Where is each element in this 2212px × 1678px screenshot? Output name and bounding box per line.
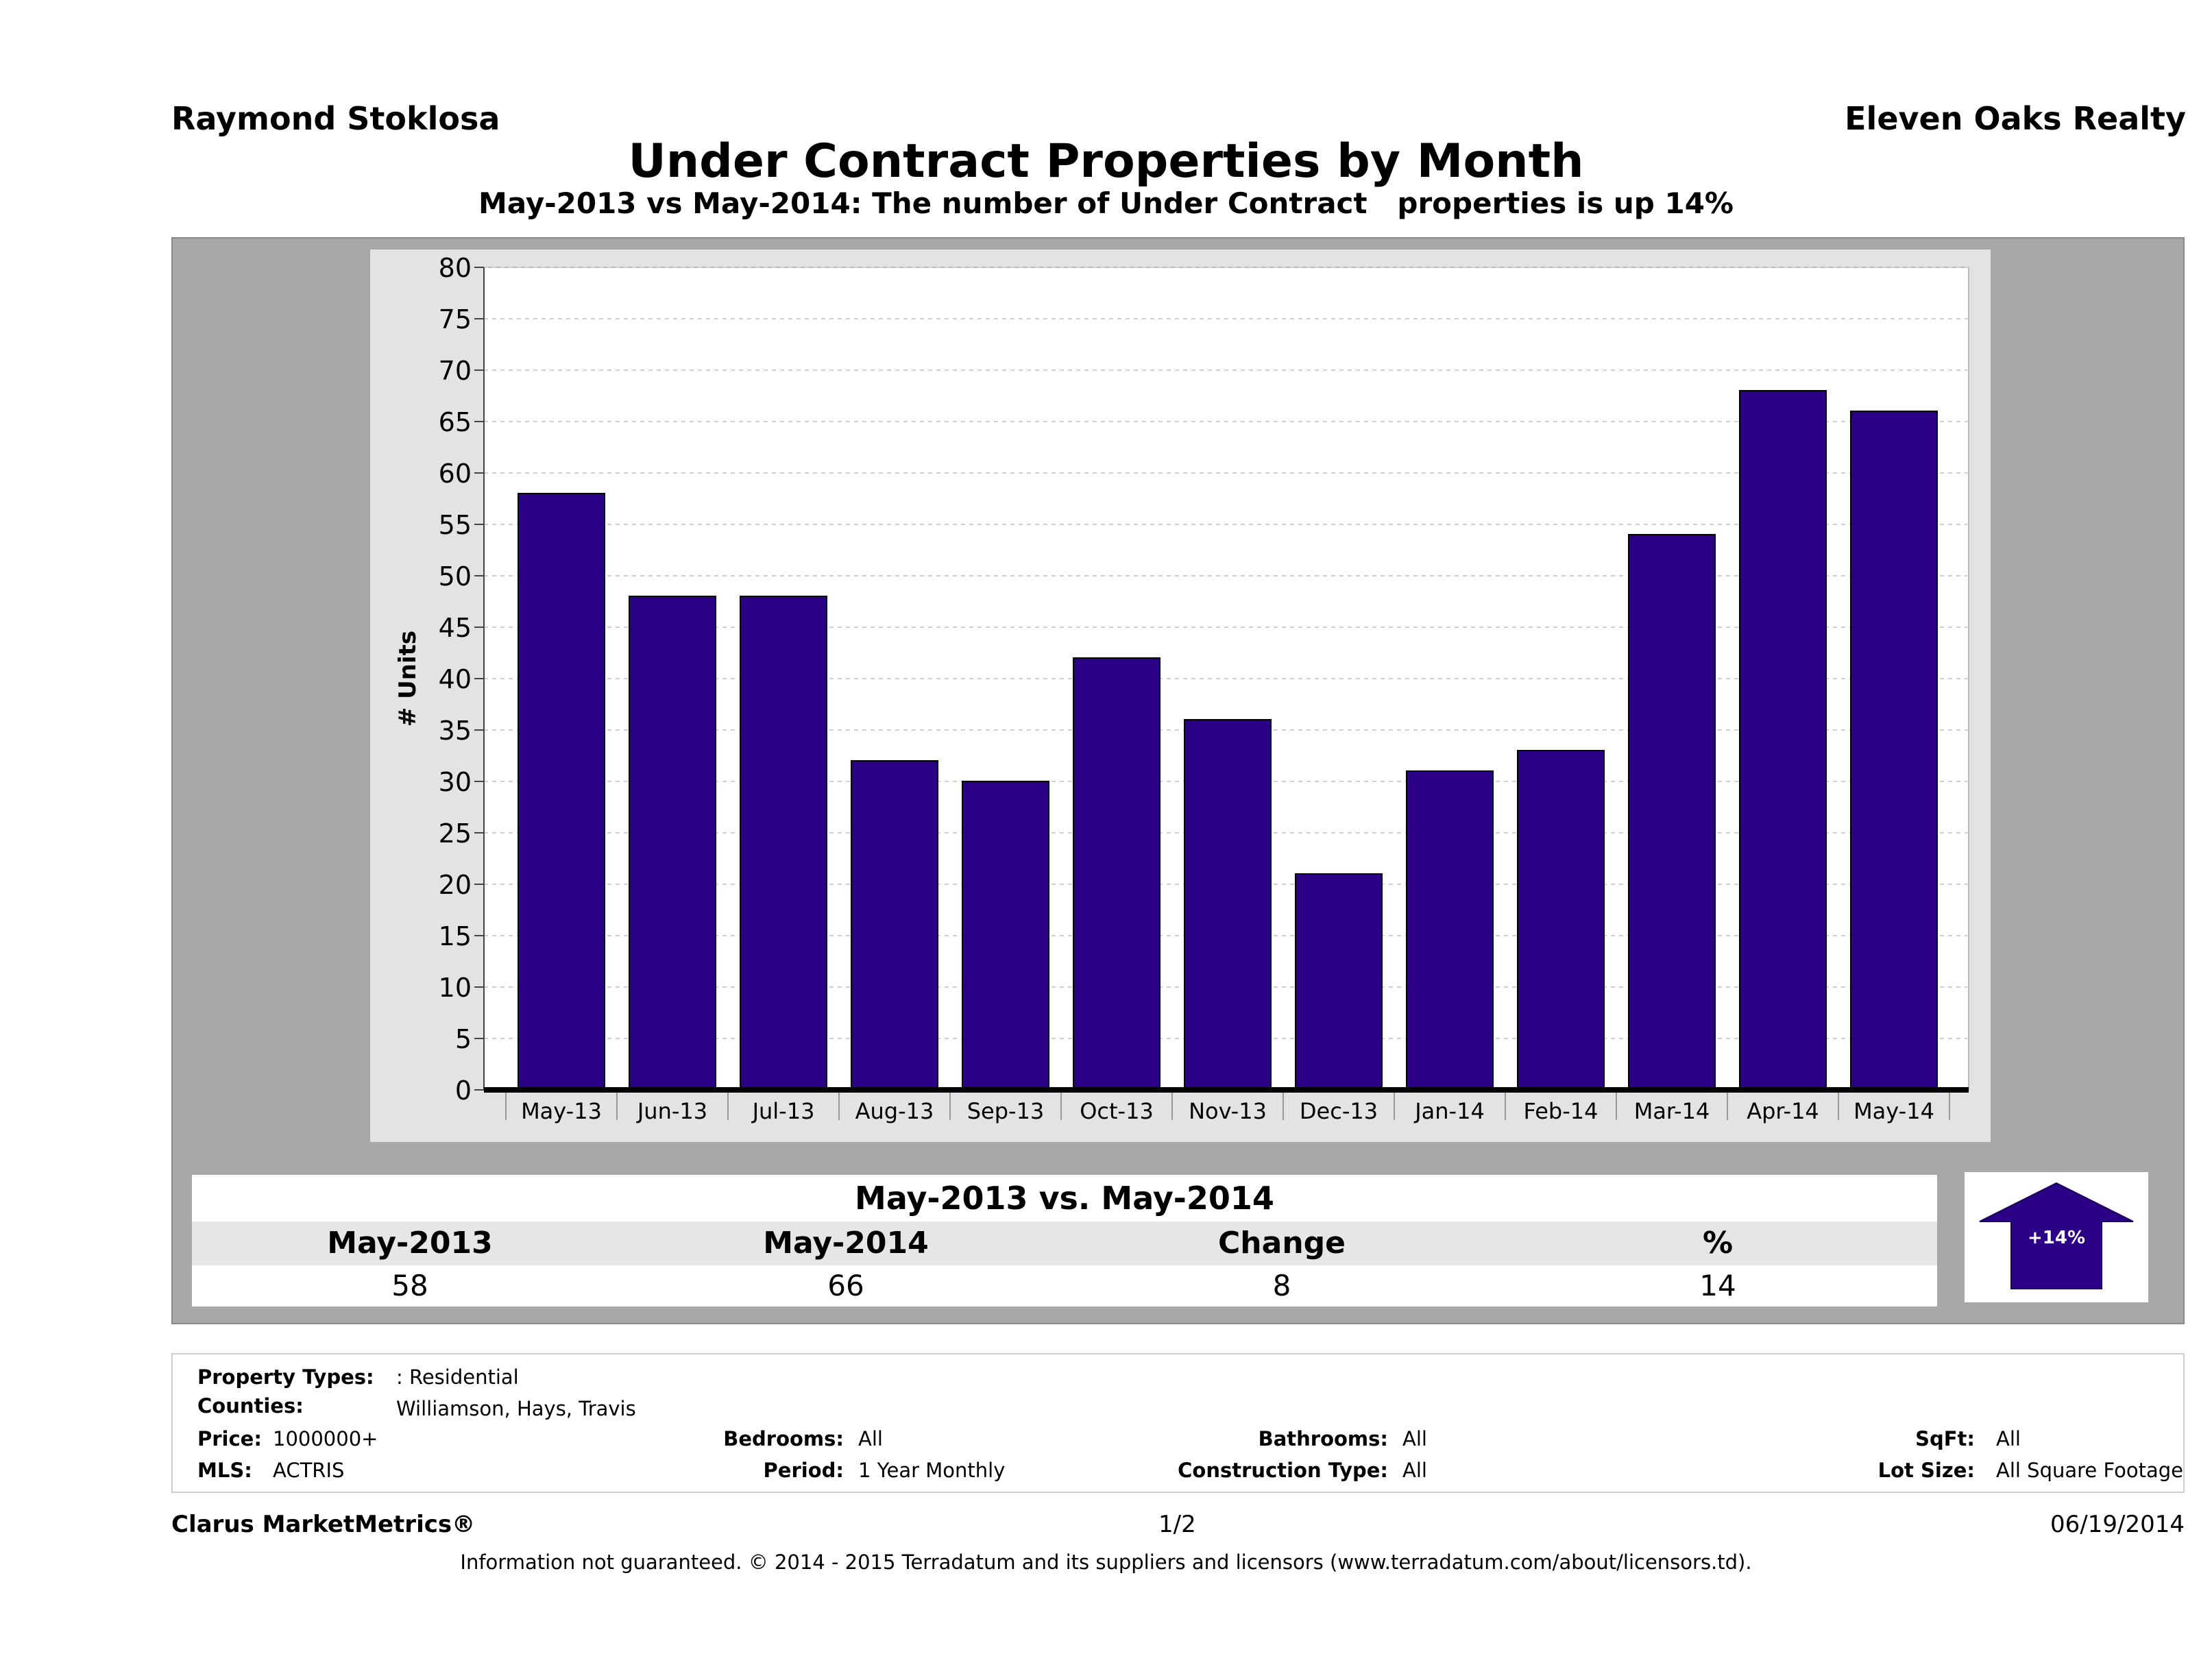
footer-date: 06/19/2014 — [2050, 1511, 2185, 1538]
bedrooms-label: Bedrooms: — [723, 1427, 844, 1450]
chart-subtitle: May-2013 vs May-2014: The number of Unde… — [478, 186, 1734, 220]
summary-value-change: 8 — [1272, 1269, 1291, 1302]
x-tick-label: May-13 — [521, 1098, 602, 1124]
footer-disclaimer: Information not guaranteed. © 2014 - 201… — [460, 1551, 1752, 1574]
x-tick-label: Jul-13 — [751, 1098, 815, 1124]
x-tick-label: May-14 — [1854, 1098, 1934, 1124]
x-tick-label: Dec-13 — [1300, 1098, 1378, 1124]
y-tick-label: 45 — [439, 613, 472, 643]
period-value: 1 Year Monthly — [858, 1459, 1006, 1482]
y-tick-label: 30 — [439, 767, 472, 797]
summary-value-row: 58 66 8 14 — [192, 1265, 1937, 1306]
property-types-label: Property Types: — [197, 1365, 374, 1389]
bar — [1739, 390, 1827, 1091]
counties-value: Williamson, Hays, Travis — [396, 1397, 636, 1420]
change-badge-label: +14% — [2028, 1228, 2085, 1248]
y-tick-label: 40 — [439, 664, 472, 694]
bar — [1184, 719, 1272, 1091]
price-label: Price: — [197, 1427, 262, 1450]
summary-title: May-2013 vs. May-2014 — [192, 1175, 1937, 1221]
bar — [962, 781, 1049, 1091]
summary-header-change: Change — [1218, 1226, 1346, 1261]
y-tick-label: 65 — [439, 407, 472, 437]
bar — [851, 760, 938, 1091]
lot-size-label: Lot Size: — [1877, 1459, 1975, 1482]
y-tick-label: 80 — [439, 253, 472, 283]
summary-header-percent: % — [1702, 1226, 1734, 1261]
x-tick-label: Oct-13 — [1080, 1098, 1154, 1124]
y-tick-label: 15 — [439, 921, 472, 951]
x-tick-label: Jun-13 — [636, 1098, 707, 1124]
change-badge: +14% — [1965, 1172, 2148, 1302]
y-tick-label: 10 — [439, 973, 472, 1003]
summary-header-may2014: May-2014 — [763, 1226, 929, 1261]
sqft-value: All — [1996, 1427, 2021, 1450]
bar — [1517, 750, 1605, 1091]
y-tick-label: 70 — [439, 356, 472, 386]
mls-value: ACTRIS — [273, 1459, 345, 1482]
chart-title: Under Contract Properties by Month — [628, 134, 1584, 189]
bar — [1850, 411, 1938, 1091]
x-tick-label: Feb-14 — [1524, 1098, 1599, 1124]
property-types-value: : Residential — [396, 1365, 519, 1389]
y-tick-label: 20 — [439, 870, 472, 900]
construction-type-value: All — [1402, 1459, 1427, 1482]
bar — [1295, 873, 1383, 1091]
bathrooms-value: All — [1402, 1427, 1427, 1450]
company-name: Eleven Oaks Realty — [1845, 100, 2186, 137]
bar — [518, 493, 605, 1091]
sqft-label: SqFt: — [1915, 1427, 1975, 1450]
x-tick-label: Apr-14 — [1747, 1098, 1819, 1124]
construction-type-label: Construction Type: — [1178, 1459, 1388, 1482]
x-tick-label: Nov-13 — [1189, 1098, 1267, 1124]
y-tick-label: 0 — [455, 1075, 472, 1106]
summary-value-percent: 14 — [1699, 1269, 1736, 1302]
summary-value-may2013: 58 — [391, 1269, 428, 1302]
y-tick-label: 60 — [439, 459, 472, 489]
x-tick-label: Sep-13 — [967, 1098, 1045, 1124]
y-tick-label: 25 — [439, 818, 472, 849]
price-value: 1000000+ — [273, 1427, 378, 1450]
y-tick-label: 55 — [439, 510, 472, 540]
bathrooms-label: Bathrooms: — [1258, 1427, 1388, 1450]
bar — [1628, 534, 1716, 1091]
lot-size-value: All Square Footage — [1996, 1459, 2184, 1482]
x-tick-label: Aug-13 — [855, 1098, 934, 1124]
summary-header-may2013: May-2013 — [327, 1226, 493, 1261]
footer-page-number: 1/2 — [1158, 1511, 1196, 1538]
x-tick-label: Mar-14 — [1634, 1098, 1710, 1124]
x-tick-label: Jan-14 — [1413, 1098, 1485, 1124]
y-axis-label: # Units — [394, 631, 422, 727]
bedrooms-value: All — [858, 1427, 883, 1450]
filters-panel: Property Types: : Residential Counties: … — [171, 1353, 2185, 1493]
y-tick-label: 50 — [439, 561, 472, 592]
bar — [1073, 657, 1160, 1091]
mls-label: MLS: — [197, 1459, 252, 1482]
bar — [1406, 770, 1494, 1091]
bar — [740, 596, 827, 1091]
up-arrow-icon: +14% — [1979, 1182, 2134, 1289]
footer-brand: Clarus MarketMetrics® — [171, 1511, 476, 1538]
y-tick-label: 35 — [439, 716, 472, 746]
period-label: Period: — [763, 1459, 844, 1482]
y-tick-label: 5 — [455, 1024, 472, 1054]
counties-label: Counties: — [197, 1394, 304, 1418]
summary-header-row: May-2013 May-2014 Change % — [192, 1221, 1937, 1265]
y-tick-label: 75 — [439, 304, 472, 335]
summary-value-may2014: 66 — [827, 1269, 864, 1302]
agent-name: Raymond Stoklosa — [171, 100, 500, 137]
bar-chart: 0 5 10 15 20 25 30 35 40 45 50 55 60 65 70 75 80 # Units M… — [394, 253, 1969, 1124]
bar — [629, 596, 716, 1091]
